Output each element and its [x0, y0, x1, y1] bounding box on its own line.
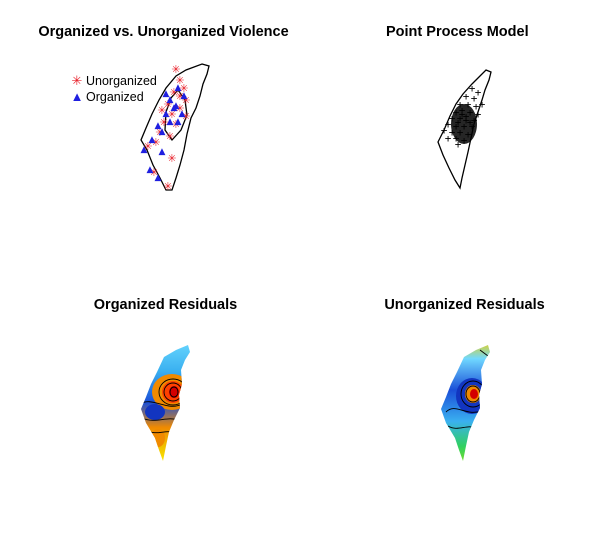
organized-points: ▲▲▲ ▲▲ ▲ ▲▲ ▲ ▲▲▲ ▲▲▲ ▲▲	[141, 83, 188, 183]
svg-text:▲: ▲	[163, 89, 170, 99]
svg-text:▲: ▲	[181, 91, 188, 101]
svg-text:▲: ▲	[179, 109, 186, 119]
svg-text:▲: ▲	[159, 127, 166, 137]
svg-text:+: +	[457, 98, 464, 111]
svg-text:▲: ▲	[171, 103, 178, 113]
svg-text:✳: ✳	[167, 152, 176, 165]
panel-title-point-process: Point Process Model	[386, 24, 529, 40]
unorganized-residuals-map	[441, 345, 490, 461]
svg-text:+: +	[475, 86, 482, 99]
svg-text:+: +	[455, 138, 462, 151]
svg-text:+: +	[469, 82, 476, 95]
svg-text:▲: ▲	[175, 83, 182, 93]
triangle-icon: ▲	[70, 89, 84, 104]
legend-label-organized: Organized	[86, 90, 144, 104]
panel-title-violence: Organized vs. Unorganized Violence	[38, 24, 289, 40]
panel-title-unorganized-residuals: Unorganized Residuals	[384, 297, 545, 313]
svg-text:+: +	[473, 100, 480, 113]
organized-residuals-map	[141, 345, 190, 461]
svg-text:✳: ✳	[163, 180, 172, 193]
svg-text:+: +	[479, 98, 486, 111]
map-outline-point-process	[437, 69, 492, 190]
svg-text:+: +	[465, 98, 472, 111]
svg-text:✳: ✳	[143, 140, 152, 153]
svg-text:▲: ▲	[167, 117, 174, 127]
svg-text:+: +	[463, 90, 470, 103]
svg-text:✳: ✳	[175, 74, 184, 87]
svg-text:▲: ▲	[173, 101, 180, 111]
legend: ✳ Unorganized ▲ Organized	[68, 73, 157, 105]
asterisk-icon: ✳	[71, 73, 83, 88]
svg-text:+: +	[445, 118, 452, 131]
svg-text:▲: ▲	[175, 117, 182, 127]
svg-text:✳: ✳	[169, 86, 178, 99]
svg-text:▲: ▲	[159, 147, 166, 157]
svg-text:✳: ✳	[175, 90, 184, 103]
svg-text:✳: ✳	[165, 130, 174, 143]
svg-text:▲: ▲	[155, 121, 162, 131]
svg-text:✳: ✳	[171, 63, 180, 76]
map-outline-violence	[140, 63, 210, 191]
svg-text:+: +	[445, 132, 452, 145]
point-process-fill	[451, 104, 477, 144]
legend-label-unorganized: Unorganized	[86, 74, 157, 88]
svg-text:✳: ✳	[179, 82, 188, 95]
svg-text:▲: ▲	[149, 135, 156, 145]
svg-text:▲: ▲	[163, 109, 170, 119]
unorganized-points: ✳✳✳ ✳✳✳ ✳✳ ✳ ✳ ✳✳ ✳✳✳ ✳✳✳ ✳✳	[143, 63, 190, 193]
svg-text:+: +	[449, 126, 456, 139]
svg-text:+: +	[475, 108, 482, 121]
svg-text:▲: ▲	[167, 95, 174, 105]
svg-text:✳: ✳	[175, 102, 184, 115]
svg-text:+: +	[441, 124, 448, 137]
svg-text:✳: ✳	[149, 166, 158, 179]
svg-text:▲: ▲	[147, 165, 154, 175]
legend-item-unorganized: ✳ Unorganized	[68, 73, 157, 89]
svg-text:✳: ✳	[151, 136, 160, 149]
legend-item-organized: ▲ Organized	[68, 89, 157, 105]
svg-text:✳: ✳	[157, 104, 166, 117]
svg-text:✳: ✳	[181, 94, 190, 107]
svg-text:✳: ✳	[163, 98, 172, 111]
svg-text:▲: ▲	[155, 173, 162, 183]
svg-text:✳: ✳	[167, 108, 176, 121]
svg-text:✳: ✳	[181, 110, 190, 123]
panel-title-organized-residuals: Organized Residuals	[93, 297, 238, 313]
svg-text:✳: ✳	[155, 126, 164, 139]
svg-text:+: +	[471, 92, 478, 105]
svg-text:✳: ✳	[171, 118, 180, 131]
svg-text:✳: ✳	[159, 116, 168, 129]
svg-text:▲: ▲	[141, 145, 148, 155]
